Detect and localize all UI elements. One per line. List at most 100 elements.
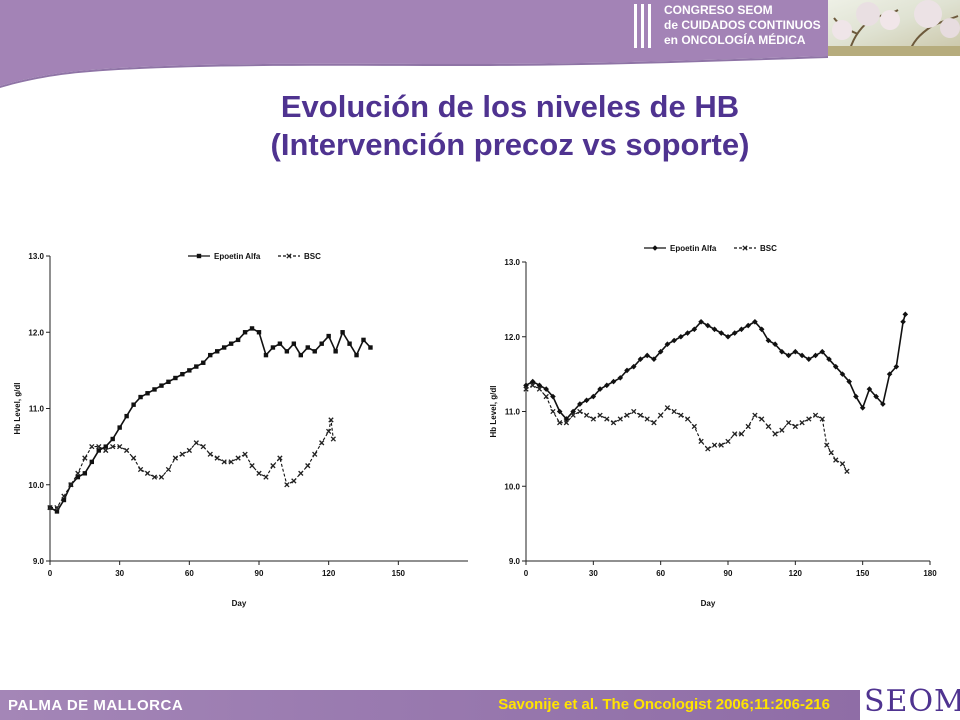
series-line xyxy=(525,314,907,421)
data-point xyxy=(792,348,799,355)
data-point xyxy=(828,449,834,456)
footer-citation: Savonije et al. The Oncologist 2006;11:2… xyxy=(498,696,830,713)
data-point xyxy=(819,416,825,422)
data-point xyxy=(772,431,778,437)
data-point xyxy=(691,326,698,333)
data-point xyxy=(330,436,336,442)
data-point xyxy=(745,423,751,430)
data-point xyxy=(242,330,248,335)
data-point xyxy=(556,408,563,415)
data-point xyxy=(214,455,220,461)
data-point xyxy=(718,330,725,336)
data-point xyxy=(312,349,317,354)
y-tick-label: 12.0 xyxy=(504,333,520,342)
data-point xyxy=(678,333,684,340)
data-point xyxy=(305,345,310,350)
data-point xyxy=(839,371,846,377)
data-point xyxy=(194,364,199,369)
data-point xyxy=(824,442,830,448)
series-bsc xyxy=(523,382,850,474)
data-point xyxy=(312,451,318,457)
data-point xyxy=(671,408,677,415)
data-point xyxy=(624,412,630,418)
data-point xyxy=(117,443,123,450)
data-point xyxy=(61,493,67,499)
data-point xyxy=(785,352,792,359)
data-point xyxy=(563,416,570,422)
data-point xyxy=(806,416,812,422)
data-point xyxy=(853,393,859,400)
legend-label: BSC xyxy=(760,244,777,253)
series-bsc xyxy=(47,417,336,511)
data-point xyxy=(698,438,704,445)
data-point xyxy=(772,341,778,348)
chart-axes: 9.0 10.0 11.0 12.0 13.0 0 30 60 90 120 150 Day Hb Le… xyxy=(13,252,468,608)
legend: Epoetin Alfa BSC xyxy=(644,244,777,253)
series-epoetin-alfa xyxy=(523,311,909,422)
data-point xyxy=(658,412,664,418)
congress-logo: CONGRESO SEOM de CUIDADOS CONTINUOS en O… xyxy=(628,0,828,52)
data-point xyxy=(291,341,297,346)
legend-label: BSC xyxy=(304,252,321,261)
data-point xyxy=(738,431,745,437)
data-point xyxy=(902,311,909,318)
data-point xyxy=(221,345,227,350)
chart-left: 9.0 10.0 11.0 12.0 13.0 0 30 60 90 120 150 Day Hb Le… xyxy=(13,252,468,608)
series-epoetin-alfa xyxy=(47,326,373,514)
almond-blossom-photo xyxy=(828,0,960,56)
data-point xyxy=(812,412,819,418)
data-point xyxy=(96,443,102,450)
data-point xyxy=(779,427,785,433)
data-point xyxy=(839,461,846,467)
data-point xyxy=(617,416,623,422)
congress-line-1: CONGRESO SEOM xyxy=(664,3,773,17)
data-point xyxy=(705,446,711,452)
data-point xyxy=(893,363,900,370)
data-point xyxy=(165,466,172,473)
congress-line-3: en ONCOLOGÍA MÉDICA xyxy=(664,33,806,47)
x-tick-label: 30 xyxy=(115,569,124,578)
data-point xyxy=(684,330,691,336)
data-point xyxy=(844,468,850,474)
data-point xyxy=(886,371,893,377)
data-point xyxy=(631,408,637,415)
data-point xyxy=(256,470,262,476)
data-point xyxy=(806,356,812,362)
y-tick-label: 12.0 xyxy=(28,328,44,337)
x-tick-label: 120 xyxy=(789,569,803,578)
data-point xyxy=(144,470,151,476)
data-point xyxy=(152,387,157,392)
y-tick-label: 13.0 xyxy=(504,258,520,267)
x-tick-label: 180 xyxy=(923,569,937,578)
data-point xyxy=(570,412,576,418)
data-point xyxy=(536,386,543,392)
x-tick-label: 0 xyxy=(48,569,53,578)
data-point xyxy=(187,368,192,373)
data-point xyxy=(277,455,283,461)
data-point xyxy=(145,391,150,396)
data-point xyxy=(319,440,325,446)
data-point xyxy=(124,413,129,419)
data-point xyxy=(651,356,657,362)
title-line-1: Evolución de los niveles de HB xyxy=(280,89,740,124)
header-swoosh xyxy=(0,0,960,86)
footer-location: PALMA DE MALLORCA xyxy=(8,697,184,714)
data-point xyxy=(54,504,60,511)
data-point xyxy=(610,420,617,426)
x-tick-label: 60 xyxy=(185,569,194,578)
chart-axes: 9.0 10.0 11.0 12.0 13.0 0 30 60 90 120 150 180 Day Hb… xyxy=(489,258,937,608)
data-point xyxy=(705,322,711,329)
x-tick-label: 30 xyxy=(589,569,598,578)
data-point xyxy=(263,474,269,480)
data-point xyxy=(617,375,624,381)
data-point xyxy=(583,412,590,418)
data-point xyxy=(604,382,610,389)
data-point xyxy=(186,447,192,454)
data-point xyxy=(563,420,570,426)
data-point xyxy=(103,447,109,454)
legend-marker xyxy=(286,253,292,259)
data-point xyxy=(221,459,227,465)
data-point xyxy=(664,405,671,411)
data-point xyxy=(846,378,852,385)
data-point xyxy=(228,341,234,346)
